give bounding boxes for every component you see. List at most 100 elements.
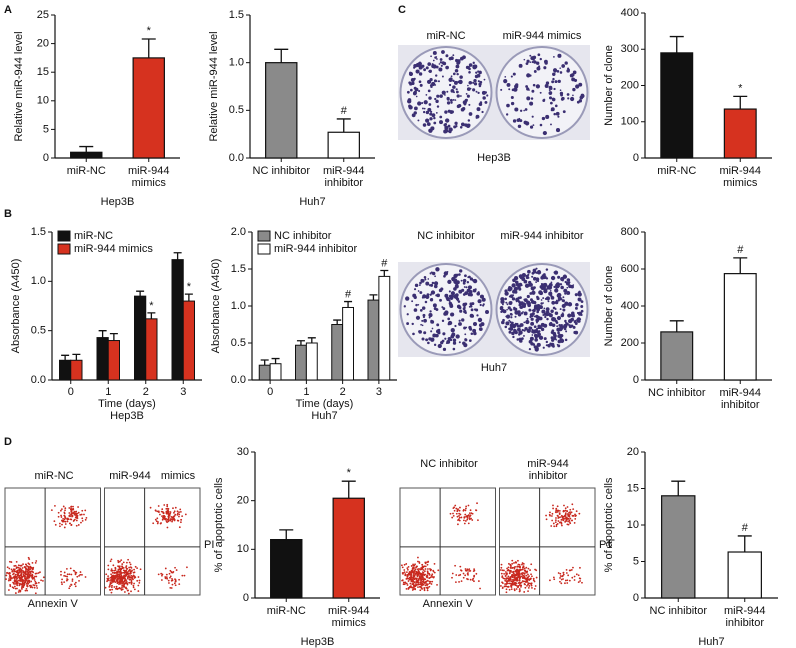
cell-dot <box>16 582 19 584</box>
colony <box>523 334 525 337</box>
colony <box>580 93 585 99</box>
cell-dot <box>410 565 413 567</box>
cell-dot <box>37 581 40 584</box>
colony <box>447 124 451 128</box>
colony <box>506 82 511 87</box>
cell-dot <box>465 507 467 510</box>
colony <box>419 66 422 68</box>
cell-dot <box>509 563 512 566</box>
colony <box>434 275 436 278</box>
cell-dot <box>167 579 170 582</box>
colony <box>548 96 553 100</box>
cell-dot <box>421 563 424 566</box>
colony <box>531 334 534 336</box>
cell-dot <box>22 563 24 566</box>
cell-dot <box>9 583 12 586</box>
cell-dot <box>522 574 525 577</box>
colony <box>511 283 516 288</box>
cell-dot <box>137 576 140 578</box>
colony <box>567 67 570 70</box>
colony <box>505 321 510 326</box>
cell-dot <box>166 503 169 506</box>
colony <box>469 277 474 281</box>
colony <box>429 117 433 121</box>
colony <box>530 342 534 346</box>
cell-dot <box>562 578 564 580</box>
colony <box>564 61 568 65</box>
cell-dot <box>422 569 425 571</box>
colony <box>469 304 473 308</box>
colony <box>462 341 466 346</box>
cell-dot <box>414 568 417 571</box>
cell-dot <box>75 516 78 519</box>
cell-dot <box>515 561 518 564</box>
cell-dot <box>420 587 423 590</box>
cell-dot <box>69 515 72 518</box>
colony <box>432 333 437 338</box>
cell-dot <box>109 589 112 591</box>
colony <box>419 83 423 87</box>
cell-dot <box>59 525 61 528</box>
y-axis-label: Number of clone <box>603 45 615 126</box>
colony <box>511 331 515 336</box>
cell-dot <box>514 581 516 584</box>
cell-dot <box>567 574 570 577</box>
colony <box>529 61 532 63</box>
cell-dot <box>171 520 173 523</box>
colony <box>532 83 536 87</box>
cell-dot <box>77 511 80 514</box>
colony <box>429 84 433 87</box>
colony <box>458 289 463 294</box>
colony <box>436 58 438 60</box>
colony <box>535 318 540 323</box>
cell-dot <box>110 591 113 594</box>
colony <box>554 70 557 73</box>
colony <box>435 329 441 334</box>
colony <box>538 65 541 68</box>
cell-dot <box>508 588 511 591</box>
cell-dot <box>503 572 506 575</box>
cell-dot <box>468 517 471 520</box>
cell-dot <box>28 567 30 569</box>
cell-dot <box>11 569 14 572</box>
cell-dot <box>424 581 427 584</box>
colony <box>502 309 507 314</box>
colony <box>478 327 483 332</box>
cell-dot <box>125 579 128 582</box>
cell-dot <box>464 574 467 577</box>
cell-dot <box>20 569 23 571</box>
cell-dot <box>530 563 533 566</box>
cell-dot <box>121 565 123 568</box>
cell-dot <box>473 574 476 577</box>
colony <box>523 298 528 303</box>
cell-dot <box>552 576 555 579</box>
colony <box>525 85 529 88</box>
bar <box>258 364 271 381</box>
cell-dot <box>404 574 407 577</box>
cell-dot <box>24 589 27 592</box>
colony <box>509 323 514 328</box>
cell-dot <box>61 578 63 581</box>
cell-dot <box>566 582 569 584</box>
cell-dot <box>149 506 152 509</box>
colony <box>407 99 412 104</box>
cell-dot <box>110 586 113 589</box>
cell-dot <box>505 573 508 576</box>
cell-dot <box>13 579 16 582</box>
cell-dot <box>401 579 404 582</box>
cell-dot <box>20 577 23 580</box>
colony <box>549 289 552 292</box>
error-bar <box>141 38 156 58</box>
cell-dot <box>426 579 429 582</box>
cell-dot <box>569 513 572 515</box>
colony <box>526 328 531 333</box>
cell-dot <box>14 587 17 590</box>
bar <box>182 300 195 381</box>
cell-dot <box>178 583 181 586</box>
cell-dot <box>419 576 422 579</box>
cell-dot <box>462 576 465 579</box>
cell-dot <box>557 517 560 519</box>
cell-dot <box>451 516 454 519</box>
cell-dot <box>167 516 170 519</box>
colony <box>405 296 410 301</box>
